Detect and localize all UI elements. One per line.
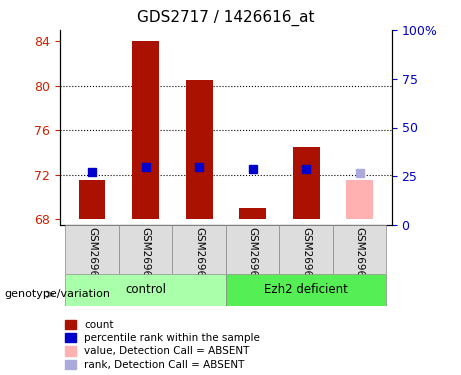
Text: genotype/variation: genotype/variation: [5, 290, 111, 299]
FancyBboxPatch shape: [172, 225, 226, 274]
Title: GDS2717 / 1426616_at: GDS2717 / 1426616_at: [137, 10, 315, 26]
Text: GSM26967: GSM26967: [248, 227, 258, 284]
Text: control: control: [125, 283, 166, 296]
Text: Ezh2 deficient: Ezh2 deficient: [264, 283, 348, 296]
Bar: [346, 180, 373, 219]
Bar: [239, 208, 266, 219]
FancyBboxPatch shape: [333, 225, 386, 274]
Legend: count, percentile rank within the sample, value, Detection Call = ABSENT, rank, : count, percentile rank within the sample…: [65, 320, 260, 370]
FancyBboxPatch shape: [279, 225, 333, 274]
FancyBboxPatch shape: [226, 225, 279, 274]
FancyBboxPatch shape: [119, 225, 172, 274]
Text: GSM26964: GSM26964: [87, 227, 97, 284]
Bar: [132, 41, 159, 219]
Bar: [293, 147, 319, 219]
Text: GSM26966: GSM26966: [194, 227, 204, 284]
Bar: [79, 180, 106, 219]
Text: GSM26965: GSM26965: [141, 227, 151, 284]
FancyBboxPatch shape: [226, 274, 386, 306]
Bar: [186, 80, 213, 219]
Text: GSM26969: GSM26969: [355, 227, 365, 284]
Text: GSM26968: GSM26968: [301, 227, 311, 284]
FancyBboxPatch shape: [65, 274, 226, 306]
FancyBboxPatch shape: [65, 225, 119, 274]
